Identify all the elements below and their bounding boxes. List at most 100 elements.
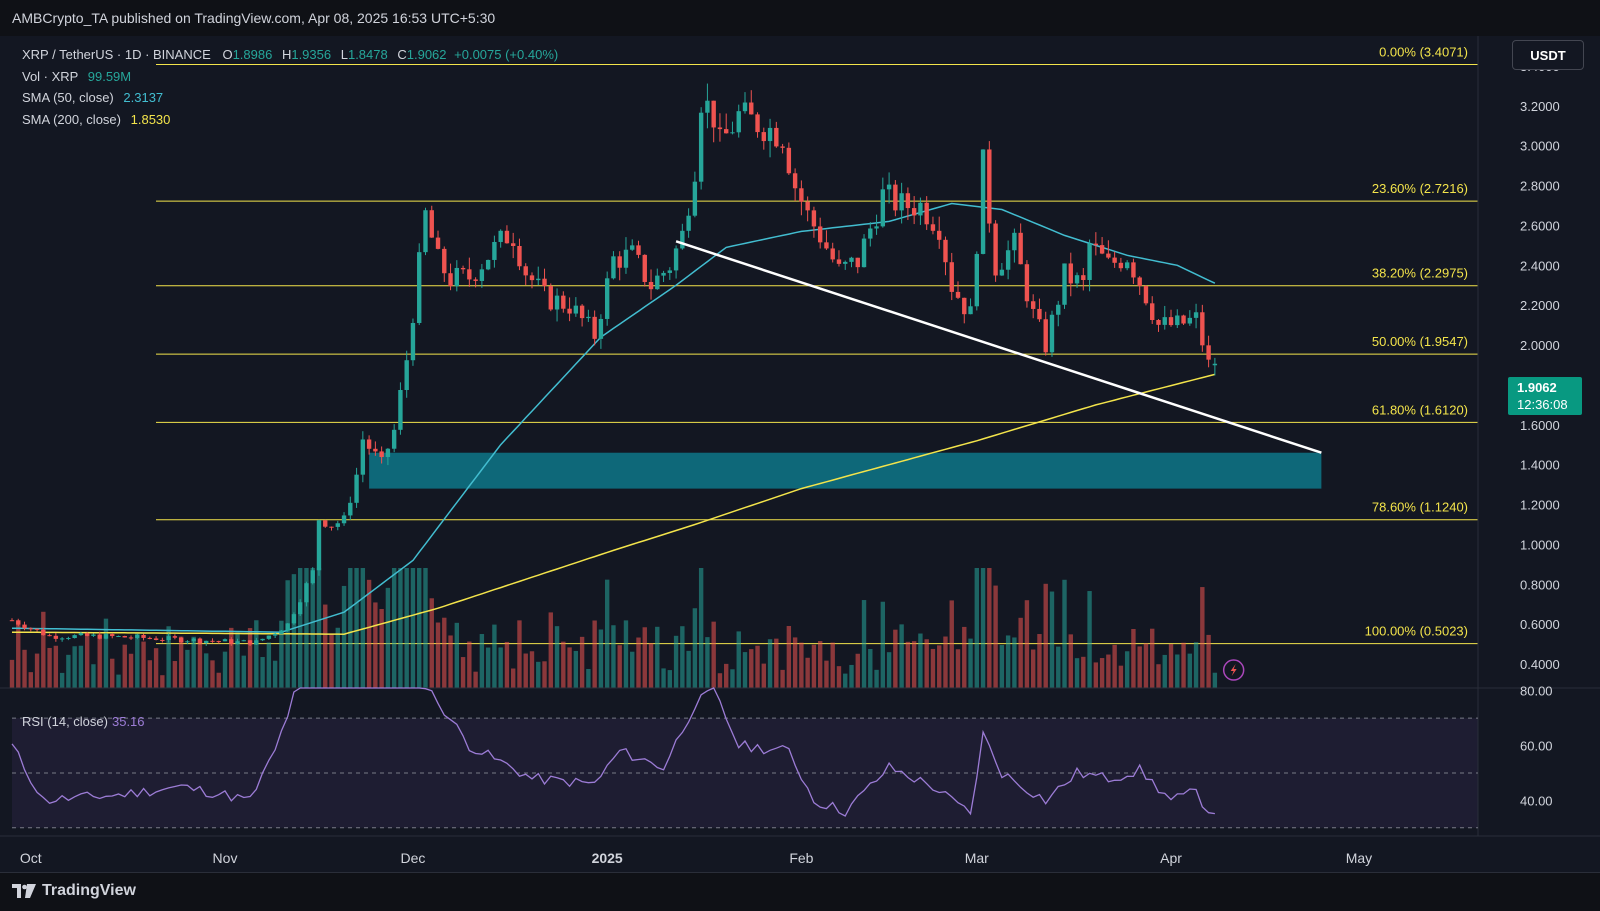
volume-bar: [385, 587, 391, 688]
volume-bar: [792, 637, 798, 688]
price-chart[interactable]: 0.00% (3.4071) 23.60% (2.7216) 38.20% (2.2…: [0, 36, 1600, 872]
chart-legend: XRP / TetherUS · 1D · BINANCE O1.8986 H1…: [22, 44, 558, 130]
volume-bar: [335, 627, 340, 688]
candle-body: [567, 308, 572, 314]
candle-body: [868, 228, 873, 239]
volume-bar: [774, 638, 779, 688]
candle-body: [698, 112, 704, 182]
volume-bar: [1005, 635, 1011, 688]
candle-body: [116, 635, 121, 637]
volume-bar: [661, 668, 666, 688]
price-tick-label: 2.4000: [1520, 258, 1560, 273]
candle-body: [78, 633, 84, 636]
candle-body: [153, 638, 159, 640]
candle-body: [1156, 320, 1161, 325]
candle-body: [235, 641, 240, 644]
volume-bar: [479, 634, 485, 688]
candle-body: [454, 267, 460, 287]
volume-bar: [586, 668, 591, 688]
volume-bar: [41, 611, 46, 688]
candle-body: [711, 100, 716, 128]
price-tick-label: 1.6000: [1520, 418, 1560, 433]
close-label: C: [397, 47, 407, 62]
candle-body: [1087, 243, 1092, 281]
candle-body: [955, 291, 961, 298]
volume-bar: [1068, 634, 1073, 688]
candle-body: [1012, 232, 1017, 251]
volume-bar: [886, 652, 892, 688]
volume-bar: [1181, 642, 1186, 688]
volume-bar: [767, 639, 773, 688]
volume-bar: [1200, 587, 1205, 688]
candle-body: [1175, 315, 1180, 326]
sma200-label: SMA (200, close): [22, 111, 121, 127]
volume-row: Vol · XRP 99.59M: [22, 66, 558, 88]
candle-body: [9, 620, 15, 622]
volume-bar: [9, 659, 15, 688]
volume-bar: [698, 568, 704, 688]
volume-bar: [1012, 637, 1017, 688]
fib-level-label: 50.00% (1.9547): [1372, 334, 1468, 349]
currency-button[interactable]: USDT: [1512, 40, 1584, 70]
fib-level-label: 78.60% (1.1240): [1372, 500, 1468, 515]
volume-bar: [266, 642, 272, 688]
candle-body: [655, 275, 660, 290]
candle-body: [1118, 262, 1124, 269]
volume-bar: [642, 627, 647, 688]
candle-body: [918, 202, 923, 216]
volume-bar: [329, 633, 334, 688]
volume-bar: [680, 626, 685, 688]
moving-averages: [11, 202, 1216, 635]
candle-body: [1030, 301, 1036, 309]
volume-bar: [1143, 643, 1149, 688]
sma200-line: [12, 373, 1216, 635]
volume-bar: [604, 579, 610, 688]
time-tick-label: 2025: [592, 850, 623, 866]
sma200-value: 1.8530: [130, 111, 171, 127]
volume-bar: [153, 648, 159, 688]
candle-body: [1049, 314, 1055, 353]
candle-body: [34, 628, 40, 630]
volume-bar: [1024, 600, 1030, 688]
descending-trendline: [675, 240, 1322, 454]
last-price-tag: 1.9062 12:36:08: [1508, 377, 1582, 415]
rsi-pane: 80.00 60.00 40.00: [11, 684, 1553, 829]
volume-bar: [542, 661, 547, 688]
tradingview-logo-icon: [12, 884, 36, 898]
candle-body: [849, 257, 854, 262]
volume-bar: [817, 641, 823, 688]
candle-body: [730, 132, 735, 134]
publish-header: AMBCrypto_TA published on TradingView.co…: [0, 0, 1600, 37]
volume-bar: [473, 671, 478, 688]
candle-body: [191, 638, 196, 642]
candle-body: [66, 638, 71, 640]
candle-body: [824, 242, 829, 249]
candle-body: [28, 628, 33, 630]
candle-body: [504, 230, 510, 244]
volume-bar: [598, 629, 604, 688]
volume-bar: [536, 661, 541, 688]
volume-bar: [880, 601, 886, 688]
candle-body: [817, 226, 823, 243]
support-zone-layer: [369, 452, 1322, 489]
volume-bar: [1193, 642, 1199, 688]
candle-body: [47, 635, 52, 637]
candle-body: [22, 624, 27, 629]
fib-level-label: 61.80% (1.6120): [1372, 402, 1468, 417]
candle-body: [429, 210, 434, 238]
price-tick-label: 1.0000: [1520, 537, 1560, 552]
candle-body: [485, 259, 491, 270]
tradingview-logo[interactable]: TradingView: [12, 882, 136, 900]
volume-bar: [216, 672, 221, 688]
candle-body: [780, 146, 785, 148]
volume-bar: [592, 620, 597, 688]
candle-body: [673, 248, 679, 271]
price-tick-label: 0.4000: [1520, 657, 1560, 672]
volume-bar: [454, 622, 460, 688]
volume-bar: [911, 641, 917, 688]
volume-bar: [398, 568, 403, 688]
price-tick-label: 2.8000: [1520, 179, 1560, 194]
volume-bar: [147, 660, 153, 688]
volume-bar: [229, 627, 234, 688]
fib-level-label: 38.20% (2.2975): [1372, 266, 1468, 281]
